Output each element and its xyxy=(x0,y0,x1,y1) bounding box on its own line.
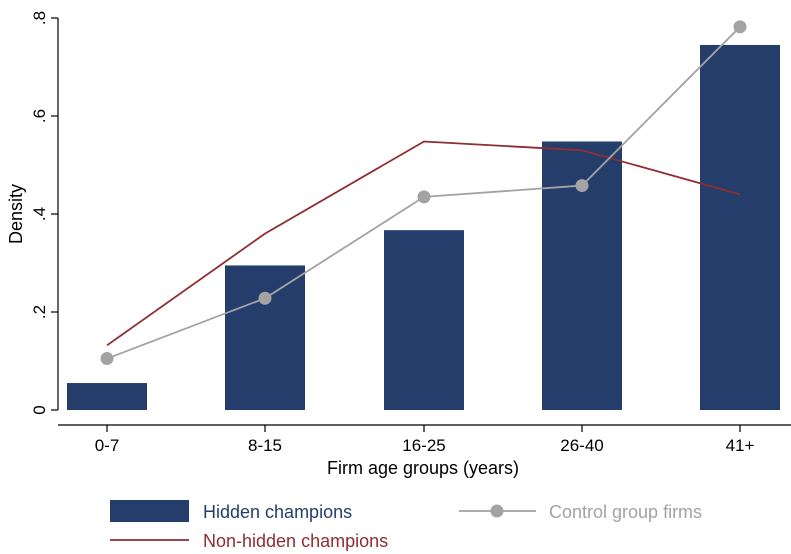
plot-area xyxy=(67,20,780,411)
y-tick-label: .2 xyxy=(30,305,49,319)
x-tick-label: 41+ xyxy=(726,436,755,455)
axes: 0 .2 .4 .6 .8 0-7 8-15 16-25 26-40 41+ xyxy=(30,11,791,455)
control-point-8-15 xyxy=(258,291,272,305)
bar-8-15 xyxy=(225,265,305,410)
control-point-0-7 xyxy=(100,352,114,366)
series-line-non-hidden-champions xyxy=(106,140,741,347)
x-tick-label: 16-25 xyxy=(402,436,445,455)
legend-label-control-group: Control group firms xyxy=(549,502,702,522)
control-point-16-25 xyxy=(417,190,431,204)
y-tick-label: 0 xyxy=(30,405,49,414)
bar-16-25 xyxy=(384,230,464,410)
x-axis-title: Firm age groups (years) xyxy=(327,458,519,478)
y-tick-label: .8 xyxy=(30,11,49,25)
legend-label-non-hidden-champions: Non-hidden champions xyxy=(203,531,388,551)
legend: Hidden champions Control group firms Non-h… xyxy=(110,500,702,551)
y-tick-label: .4 xyxy=(30,207,49,221)
x-tick-label: 8-15 xyxy=(248,436,282,455)
control-point-26-40 xyxy=(575,179,589,193)
legend-marker-control-group xyxy=(490,504,504,518)
y-tick-label: .6 xyxy=(30,109,49,123)
bar-41+ xyxy=(700,44,780,410)
legend-swatch-hidden-champions xyxy=(110,500,189,522)
legend-label-hidden-champions: Hidden champions xyxy=(203,502,352,522)
x-tick-label: 0-7 xyxy=(95,436,120,455)
control-point-41+ xyxy=(733,20,747,34)
bar-0-7 xyxy=(67,383,147,410)
x-tick-label: 26-40 xyxy=(560,436,603,455)
y-axis-title: Density xyxy=(6,184,26,244)
